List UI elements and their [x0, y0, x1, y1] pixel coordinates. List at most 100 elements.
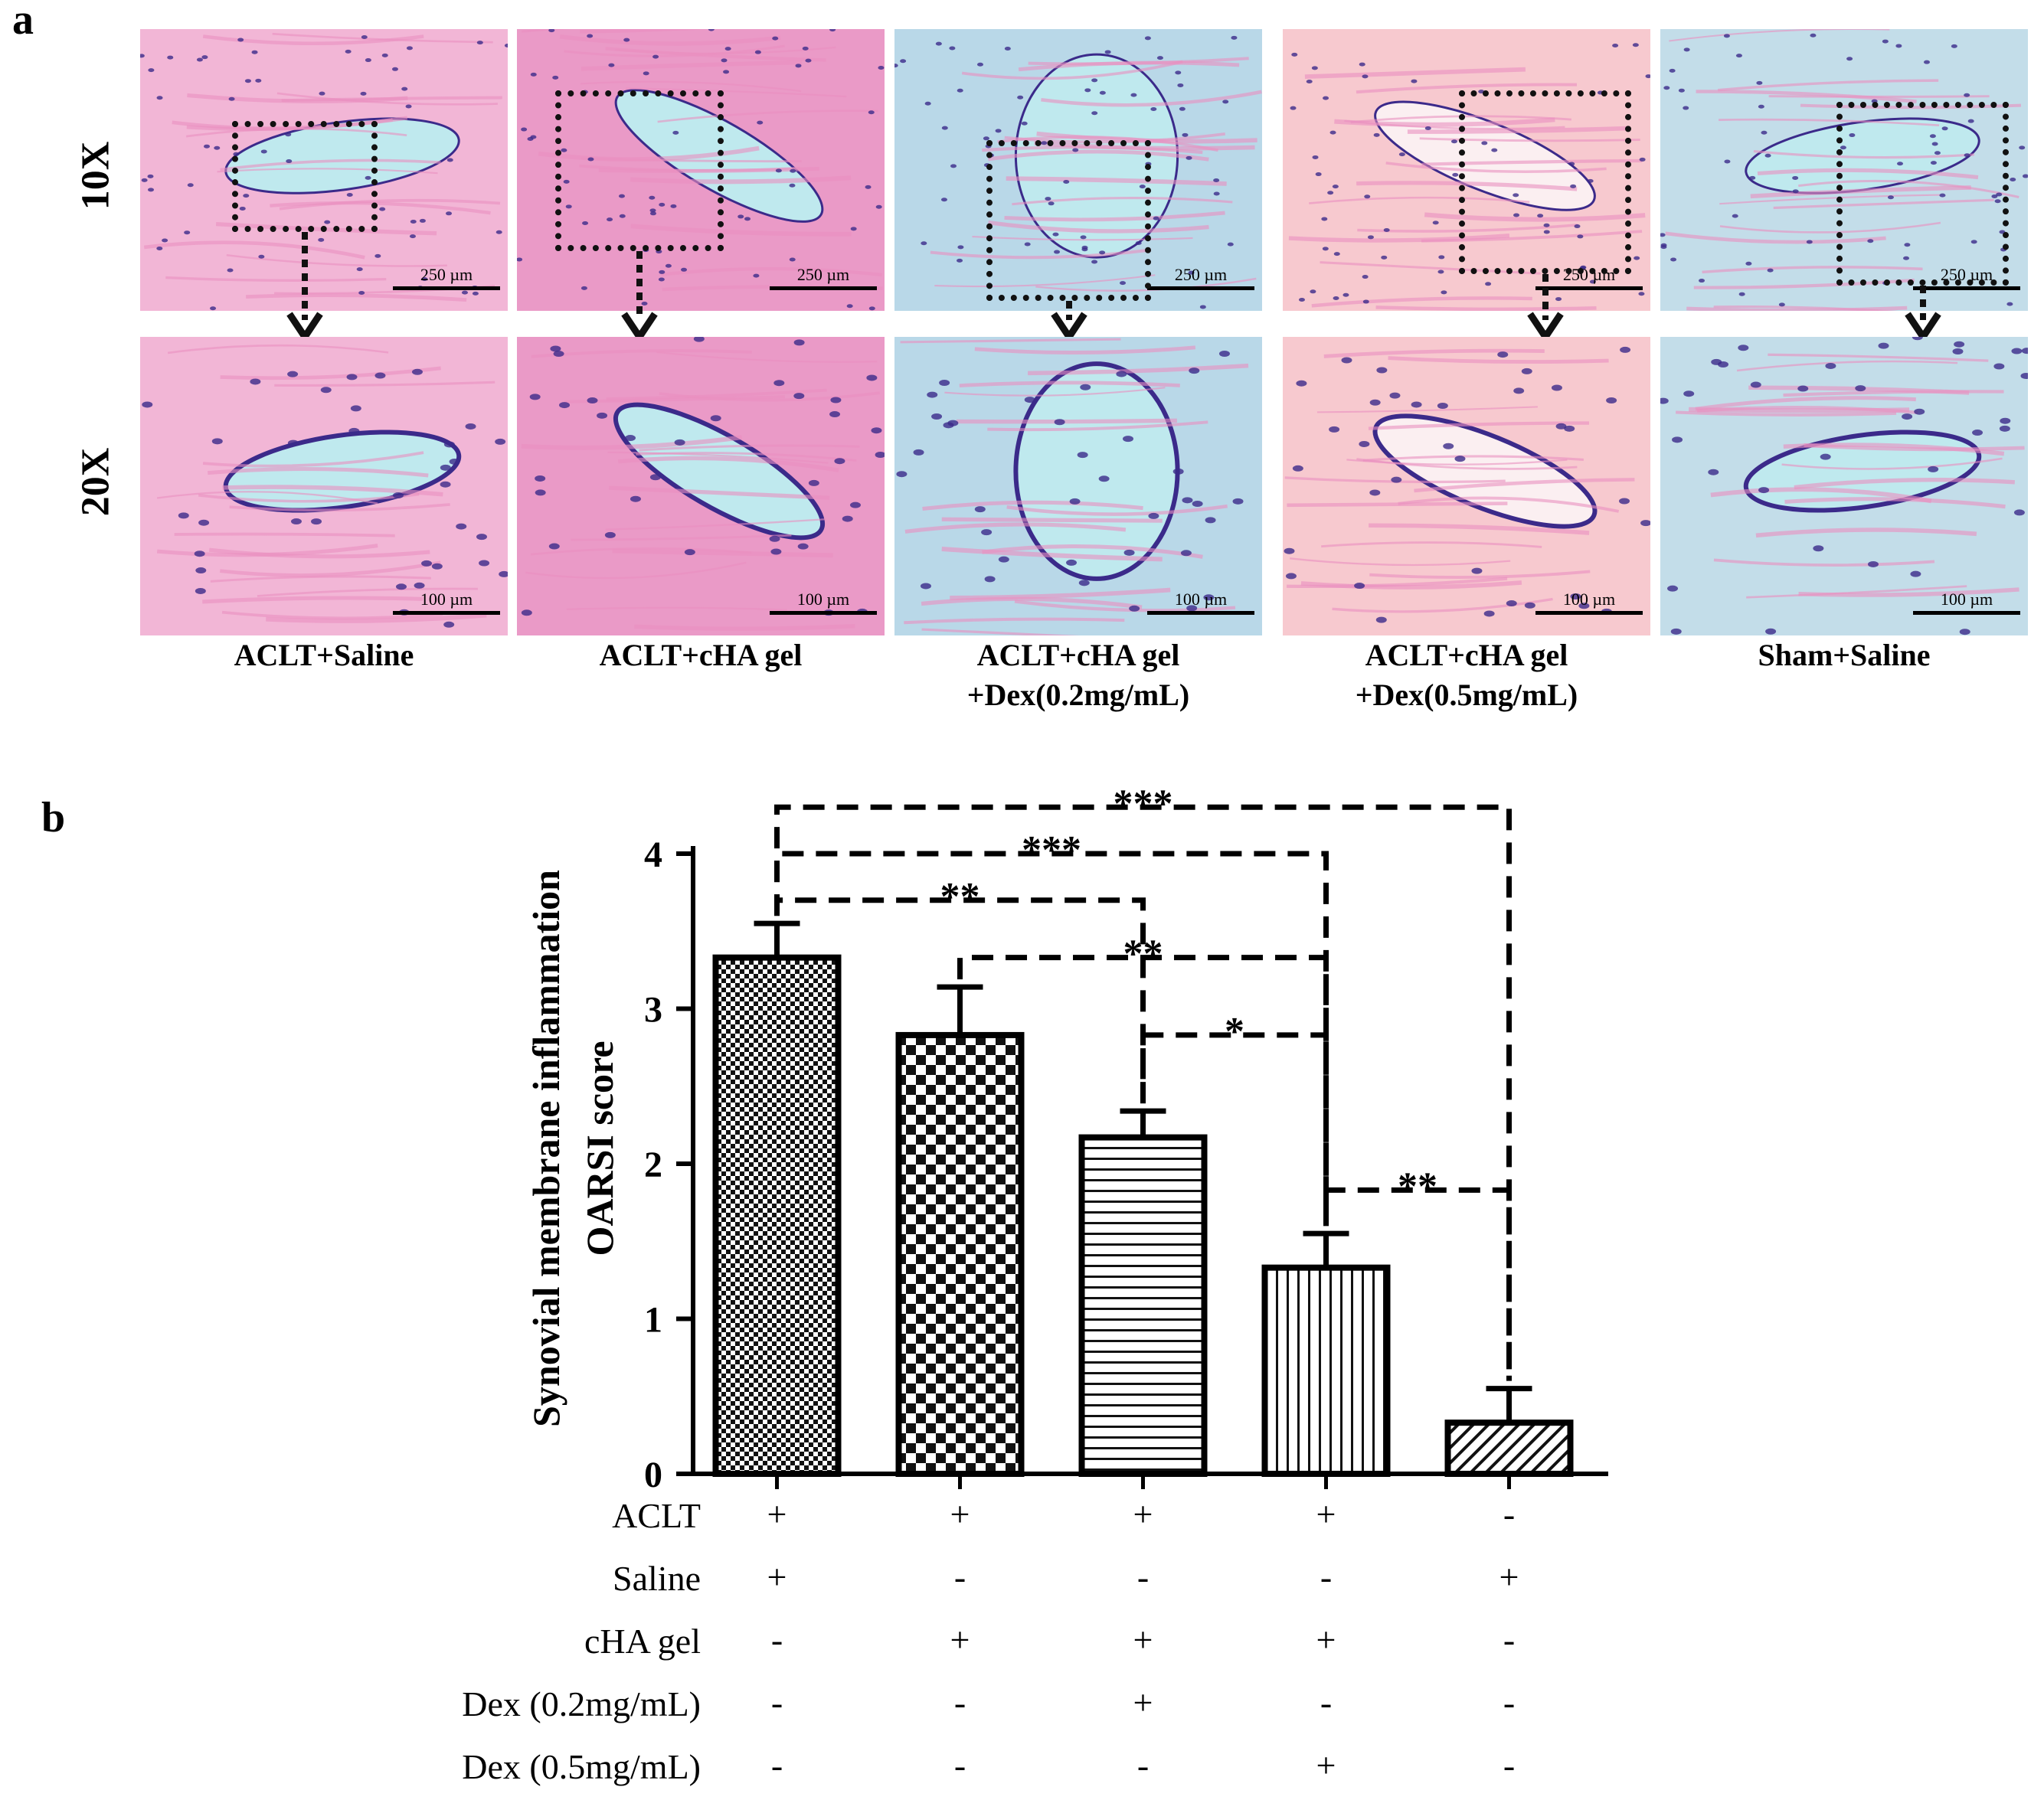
significance-bracket-5: [1140, 1032, 1329, 1227]
factor-label-3: cHA gel: [584, 1622, 701, 1661]
micrograph-bottom-1: [140, 337, 508, 635]
scale-bar-line: [1535, 286, 1643, 290]
scale-bar-label: 100 µm: [1174, 590, 1228, 609]
panel-b-label: b: [41, 794, 66, 841]
factor-label-4: Dex (0.2mg/mL): [462, 1684, 701, 1723]
zoom-arrow-icon-2: [620, 251, 659, 344]
factor-mark: +: [1133, 1620, 1153, 1659]
zoom-region-box-2: [555, 90, 724, 251]
factor-mark: +: [1316, 1495, 1336, 1534]
zoom-arrow-icon-5: [1904, 286, 1942, 344]
caption-line1: ACLT+cHA gel: [599, 638, 803, 672]
group-caption-3: ACLT+cHA gel +Dex(0.2mg/mL): [879, 635, 1277, 715]
scale-bar-bottom-2: 100 µm: [770, 590, 877, 615]
factor-mark: -: [1137, 1557, 1149, 1596]
factor-mark: +: [950, 1620, 970, 1659]
factor-mark: +: [1316, 1746, 1336, 1785]
factor-label-2: Saline: [613, 1559, 701, 1598]
factor-mark: -: [1320, 1683, 1332, 1722]
zoom-arrow-icon-3: [1050, 301, 1088, 344]
significance-label-4: **: [1123, 933, 1163, 976]
bar-5: [1444, 1419, 1574, 1478]
factor-label-1: ACLT: [612, 1496, 701, 1535]
scale-bar-label: 250 µm: [420, 265, 473, 284]
scale-bar-label: 100 µm: [1562, 590, 1616, 609]
scale-bar-label: 100 µm: [420, 590, 473, 609]
micrograph-top-3: [894, 29, 1262, 311]
micrograph-top-4: [1283, 29, 1650, 311]
bar-2: [895, 1031, 1025, 1478]
scale-bar-line: [770, 611, 877, 615]
significance-label-3: **: [940, 875, 980, 919]
caption-line1: ACLT+cHA gel: [976, 638, 1180, 672]
caption-line2: +Dex(0.2mg/mL): [966, 678, 1190, 712]
factor-mark: +: [1499, 1557, 1519, 1596]
micrograph-bottom-4: [1283, 337, 1650, 635]
scale-bar-line: [1147, 286, 1254, 290]
group-caption-2: ACLT+cHA gel: [502, 635, 900, 675]
panel-a-label: a: [12, 0, 34, 44]
micrograph-bottom-2: [517, 337, 885, 635]
factor-mark: -: [1503, 1495, 1515, 1534]
micrograph-bottom-5: [1660, 337, 2028, 635]
scale-bar-bottom-1: 100 µm: [393, 590, 500, 615]
factor-mark: -: [1503, 1683, 1515, 1722]
y-tick-label: 1: [644, 1300, 662, 1341]
scale-bar-line: [1147, 611, 1254, 615]
micrograph-top-5: [1660, 29, 2028, 311]
significance-label-1: ***: [1114, 782, 1173, 825]
factor-mark: -: [1137, 1746, 1149, 1785]
scale-bar-line: [1913, 611, 2020, 615]
factor-mark: +: [1316, 1620, 1336, 1659]
y-axis-label-line1: Synovial membrane inflammation: [525, 870, 567, 1427]
scale-bar-bottom-5: 100 µm: [1913, 590, 2020, 615]
group-caption-4: ACLT+cHA gel +Dex(0.5mg/mL): [1267, 635, 1666, 715]
scale-bar-top-3: 250 µm: [1147, 265, 1254, 290]
factor-mark: -: [771, 1683, 783, 1722]
scale-bar-line: [770, 286, 877, 290]
micrograph-top-1: [140, 29, 508, 311]
scale-bar-label: 250 µm: [796, 265, 850, 284]
significance-bracket-6: [1323, 1187, 1512, 1381]
caption-line2: +Dex(0.5mg/mL): [1355, 678, 1578, 712]
scale-bar-bottom-4: 100 µm: [1535, 590, 1643, 615]
caption-line1: Sham+Saline: [1758, 638, 1931, 672]
y-axis-label-line2: OARSI score: [578, 1040, 621, 1256]
zoom-region-box-5: [1836, 102, 2009, 286]
zoom-arrow-icon-1: [286, 232, 324, 344]
factor-mark: -: [954, 1746, 966, 1785]
y-tick-label: 0: [644, 1455, 662, 1495]
significance-label-5: *: [1225, 1010, 1244, 1054]
factor-mark: -: [1503, 1746, 1515, 1785]
caption-line1: ACLT+cHA gel: [1365, 638, 1568, 672]
y-tick-label: 3: [644, 990, 662, 1031]
y-tick-label: 2: [644, 1145, 662, 1185]
zoom-arrow-icon-4: [1526, 274, 1565, 344]
bar-3: [1078, 1134, 1208, 1477]
caption-line1: ACLT+Saline: [234, 638, 414, 672]
scale-bar-line: [393, 286, 500, 290]
factor-mark: +: [1133, 1683, 1153, 1722]
factor-mark: -: [954, 1683, 966, 1722]
scale-bar-line: [1913, 286, 2020, 290]
significance-label-2: ***: [1022, 828, 1081, 872]
scale-bar-line: [1535, 611, 1643, 615]
factor-mark: +: [767, 1557, 787, 1596]
scale-bar-top-1: 250 µm: [393, 265, 500, 290]
scale-bar-line: [393, 611, 500, 615]
factor-label-5: Dex (0.5mg/mL): [462, 1747, 701, 1786]
factor-mark: -: [1320, 1557, 1332, 1596]
group-caption-1: ACLT+Saline: [125, 635, 523, 675]
zoom-region-box-1: [232, 121, 378, 232]
factor-mark: +: [1133, 1495, 1153, 1534]
bar-1: [712, 954, 842, 1478]
group-caption-5: Sham+Saline: [1645, 635, 2043, 675]
significance-bracket-3: [774, 897, 1146, 1104]
scale-bar-top-2: 250 µm: [770, 265, 877, 290]
factor-mark: -: [954, 1557, 966, 1596]
factor-mark: -: [771, 1746, 783, 1785]
y-tick-label: 4: [644, 835, 662, 875]
bar-4: [1261, 1264, 1391, 1478]
scale-bar-bottom-3: 100 µm: [1147, 590, 1254, 615]
